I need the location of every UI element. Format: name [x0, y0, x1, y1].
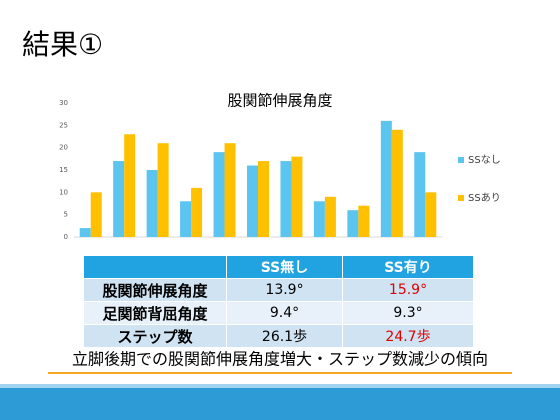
bar	[124, 134, 136, 237]
row-label: 足関節背屈角度	[83, 301, 227, 325]
y-tick-label: 5	[64, 211, 68, 219]
bar	[358, 205, 370, 237]
bar	[224, 143, 236, 237]
bar	[324, 196, 336, 237]
footer-stripe	[0, 384, 560, 388]
cell: 26.1歩	[226, 324, 343, 348]
bar	[313, 201, 325, 237]
row-label: ステップ数	[83, 324, 227, 348]
bar	[180, 201, 192, 237]
y-tick-label: 0	[64, 233, 68, 241]
cell: 15.9°	[342, 278, 474, 302]
bar	[258, 161, 269, 237]
bar	[79, 228, 91, 237]
corner	[83, 255, 227, 279]
conclusion: 立脚後期での股関節伸展角度増大・ステップ数減少の傾向	[72, 350, 488, 369]
legend-swatch	[458, 157, 464, 163]
bar	[213, 152, 225, 237]
legend-label: SSあり	[468, 192, 501, 204]
chart-title: 股関節伸展角度	[227, 92, 332, 110]
slide-title: 結果①	[22, 28, 103, 61]
y-tick-label: 20	[59, 144, 68, 152]
bar	[146, 170, 158, 237]
col-header: SS無し	[226, 255, 343, 279]
bar	[191, 187, 203, 237]
bar	[90, 192, 102, 237]
footer-band	[0, 388, 560, 420]
cell: 9.4°	[226, 301, 343, 325]
bar	[391, 129, 403, 237]
row-label: 股関節伸展角度	[83, 278, 227, 302]
bar	[380, 120, 392, 237]
bar	[157, 143, 169, 237]
bar	[247, 165, 258, 237]
col-header: SS有り	[342, 255, 474, 279]
cell: 24.7歩	[342, 324, 474, 348]
bar	[347, 210, 359, 237]
legend-swatch	[458, 195, 464, 201]
bar	[113, 161, 125, 237]
bar	[280, 161, 292, 237]
y-tick-label: 10	[59, 188, 68, 196]
y-tick-label: 30	[59, 99, 68, 107]
cell: 13.9°	[226, 278, 343, 302]
y-tick-label: 25	[59, 121, 68, 129]
legend-label: SSなし	[468, 154, 501, 166]
cell: 9.3°	[342, 301, 474, 325]
bar	[414, 152, 426, 237]
result-table: SS無し SS有り 股関節伸展角度 13.9° 15.9° 足関節背屈角度 9.4° 9.…	[83, 255, 474, 348]
bar	[425, 192, 437, 237]
y-tick-label: 15	[59, 166, 68, 174]
bar	[291, 156, 303, 237]
